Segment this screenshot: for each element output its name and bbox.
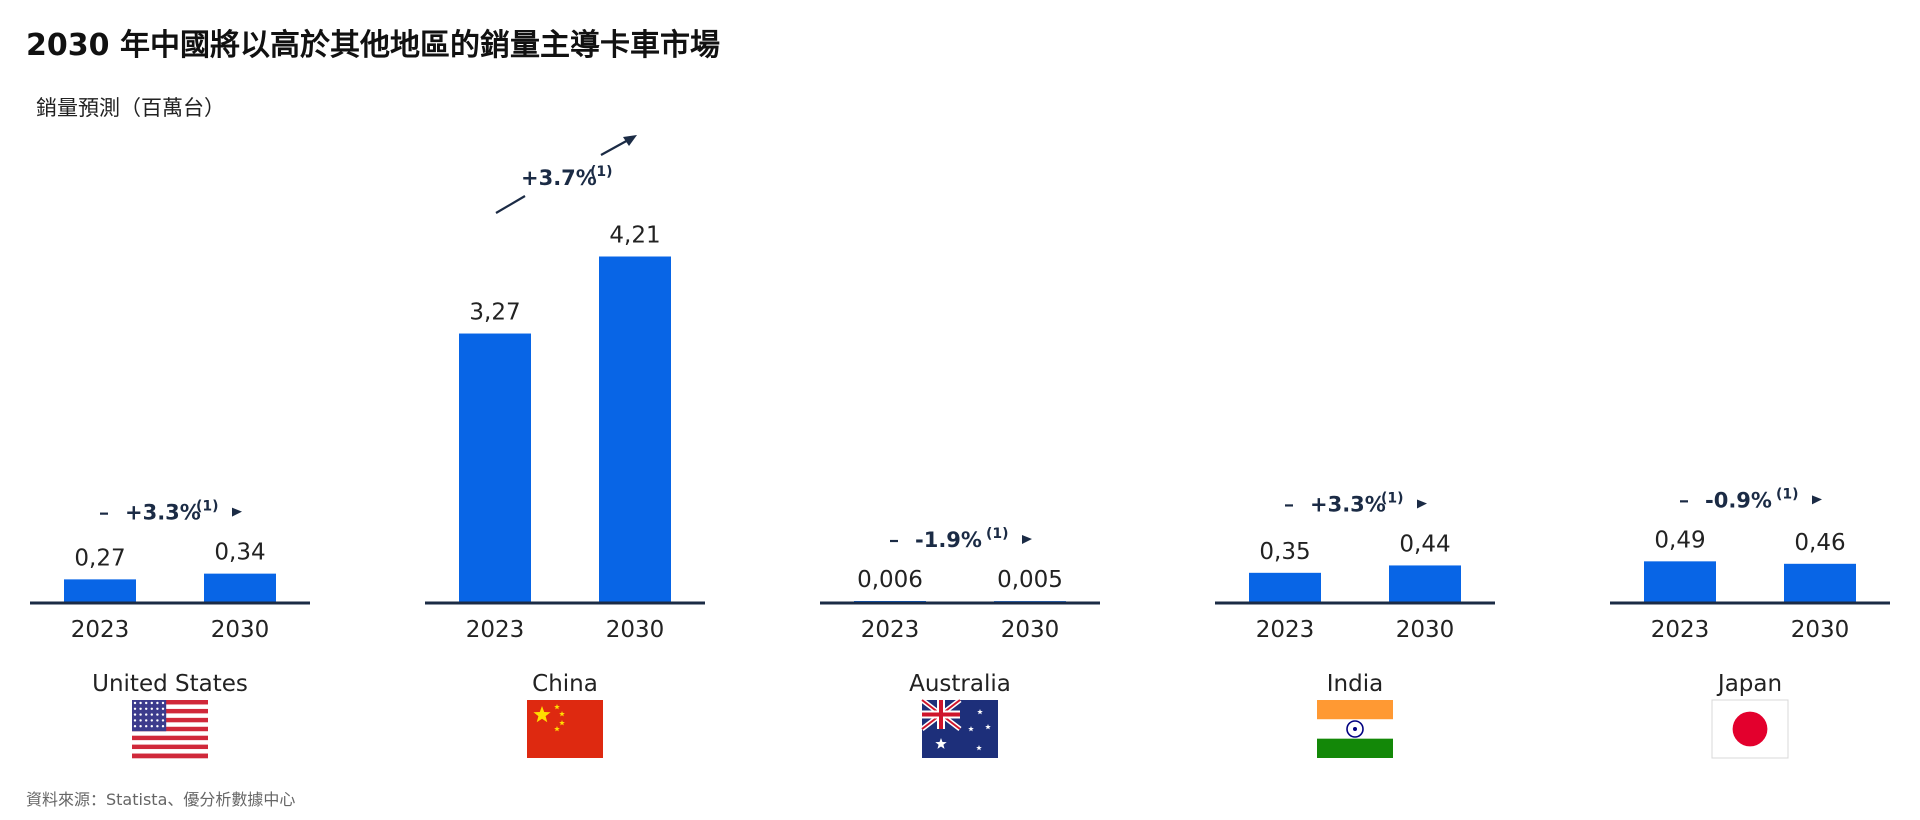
country-group-australia: 0,006 2023 0,005 2030 Australia -1.9% (1) bbox=[820, 526, 1100, 758]
source-note: 資料來源：Statista、優分析數據中心 bbox=[26, 790, 296, 809]
country-name: China bbox=[532, 671, 598, 697]
year-label-2023: 2023 bbox=[861, 617, 920, 643]
arrowhead-icon bbox=[1022, 535, 1032, 545]
cagr-annotation: -0.9% (1) bbox=[1680, 486, 1822, 512]
country-group-india: 0,35 2023 0,44 2030 India +3.3%(1) bbox=[1215, 490, 1495, 758]
cagr-footnote: (1) bbox=[196, 499, 219, 515]
country-name: United States bbox=[92, 671, 248, 697]
arrowhead-icon bbox=[623, 135, 637, 146]
arrowhead-icon bbox=[1812, 495, 1822, 505]
year-label-2030: 2030 bbox=[606, 617, 665, 643]
cagr-value: +3.3% bbox=[1310, 492, 1386, 516]
bar-2023 bbox=[1249, 572, 1321, 602]
cagr-annotation: +3.3%(1) bbox=[100, 499, 242, 525]
cagr-footnote: (1) bbox=[1776, 486, 1799, 502]
cagr-value: -0.9% bbox=[1705, 488, 1772, 512]
year-label-2030: 2030 bbox=[1001, 617, 1060, 643]
data-label-2023: 0,27 bbox=[74, 545, 125, 571]
cagr-footnote: (1) bbox=[590, 164, 613, 180]
bar-2023 bbox=[64, 579, 136, 602]
cagr-footnote: (1) bbox=[986, 526, 1009, 542]
data-label-2030: 0,44 bbox=[1399, 531, 1450, 557]
country-name: India bbox=[1327, 671, 1383, 697]
cagr-annotation: +3.7%(1) bbox=[495, 135, 637, 214]
trend-arrow-icon bbox=[600, 138, 631, 156]
year-label-2023: 2023 bbox=[466, 617, 525, 643]
arrowhead-icon bbox=[232, 507, 242, 517]
data-label-2023: 0,35 bbox=[1259, 539, 1310, 565]
australia-flag-icon bbox=[920, 698, 998, 758]
cagr-footnote: (1) bbox=[1381, 490, 1404, 506]
data-label-2023: 0,006 bbox=[857, 567, 923, 593]
year-label-2023: 2023 bbox=[71, 617, 130, 643]
data-label-2030: 0,005 bbox=[997, 567, 1063, 593]
bar-2030 bbox=[599, 256, 671, 602]
year-label-2030: 2030 bbox=[211, 617, 270, 643]
country-group-japan: 0,49 2023 0,46 2030 Japan -0.9% (1) bbox=[1610, 486, 1890, 759]
bar-2030 bbox=[204, 573, 276, 602]
data-label-2030: 4,21 bbox=[609, 223, 660, 249]
country-group-united-states: 0,27 2023 0,34 2030 United States +3.3%(1) bbox=[30, 499, 310, 759]
trend-line bbox=[495, 195, 526, 214]
data-label-2023: 3,27 bbox=[469, 300, 520, 326]
chart-subtitle: 銷量預測（百萬台） bbox=[36, 96, 225, 120]
cagr-annotation: +3.3%(1) bbox=[1285, 490, 1427, 516]
data-label-2023: 0,49 bbox=[1654, 527, 1705, 553]
japan-flag-icon bbox=[1711, 699, 1789, 759]
arrowhead-icon bbox=[1417, 499, 1427, 509]
china-flag-icon bbox=[527, 700, 603, 758]
data-label-2030: 0,46 bbox=[1794, 530, 1845, 556]
bar-2023 bbox=[1644, 561, 1716, 602]
year-label-2023: 2023 bbox=[1651, 617, 1710, 643]
year-label-2023: 2023 bbox=[1256, 617, 1315, 643]
cagr-value: +3.7% bbox=[521, 166, 597, 190]
page-title: 2030 年中國將以高於其他地區的銷量主導卡車市場 bbox=[26, 28, 720, 63]
bar-2030 bbox=[1784, 563, 1856, 602]
year-label-2030: 2030 bbox=[1396, 617, 1455, 643]
cagr-annotation: -1.9% (1) bbox=[890, 526, 1032, 552]
country-group-china: 3,27 2023 4,21 2030 China +3.7%(1) bbox=[425, 135, 705, 758]
cagr-value: -1.9% bbox=[915, 528, 982, 552]
data-label-2030: 0,34 bbox=[214, 540, 265, 566]
year-label-2030: 2030 bbox=[1791, 617, 1850, 643]
us-flag-icon bbox=[132, 700, 208, 759]
bar-2023 bbox=[459, 333, 531, 602]
bar-2030 bbox=[1389, 565, 1461, 602]
cagr-value: +3.3% bbox=[125, 501, 201, 525]
country-name: Japan bbox=[1716, 671, 1782, 697]
country-name: Australia bbox=[909, 671, 1011, 697]
india-flag-icon bbox=[1317, 700, 1393, 758]
